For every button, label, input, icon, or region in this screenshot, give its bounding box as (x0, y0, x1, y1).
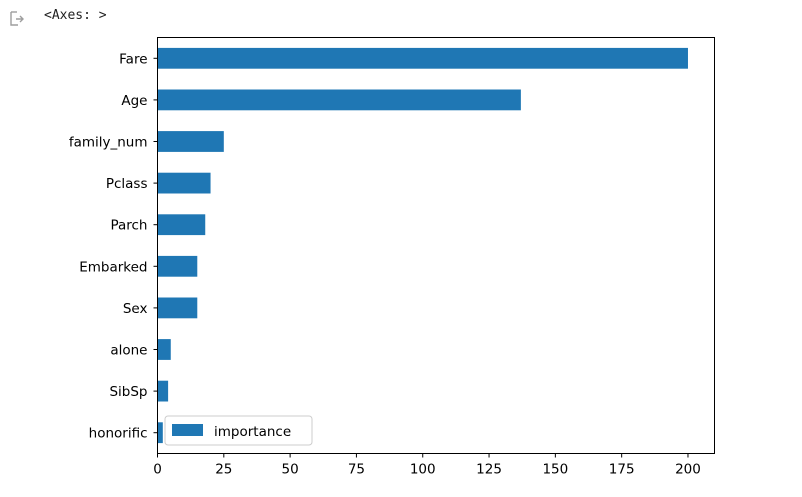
x-tick-label: 50 (282, 462, 299, 478)
bars-layer (157, 47, 688, 444)
x-tick-label: 100 (410, 462, 436, 478)
y-tick-label: Sex (123, 301, 148, 317)
y-tick-label: SibSp (109, 384, 147, 400)
bar-SibSp (157, 380, 169, 402)
y-tick-label: Fare (119, 51, 147, 67)
y-tick-label: Parch (110, 218, 147, 234)
x-tick-label: 200 (675, 462, 701, 478)
y-axis-ticks: honorific SibSp alone Sex Embarked Parch Pclas… (69, 51, 158, 442)
x-tick-label: 125 (476, 462, 502, 478)
bar-Embarked (157, 255, 198, 277)
x-tick-label: 175 (609, 462, 635, 478)
legend-label: importance (214, 424, 291, 440)
bar-family_num (157, 131, 224, 152)
y-tick-label: Age (121, 93, 147, 109)
legend-swatch (172, 424, 203, 436)
output-text: <Axes: > (44, 8, 107, 23)
x-tick-label: 25 (215, 462, 232, 478)
y-tick-label: family_num (69, 135, 148, 151)
x-tick-label: 150 (542, 462, 568, 478)
x-axis-ticks: 0 25 50 75 100 125 150 175 200 (153, 453, 701, 478)
y-tick-label: Embarked (79, 259, 147, 275)
bar-Fare (157, 47, 688, 69)
bar-honorific (157, 422, 163, 444)
bar-Sex (157, 297, 198, 319)
bar-Parch (157, 214, 206, 236)
bar-alone (157, 339, 171, 360)
bar-Age (157, 89, 521, 111)
output-arrow-icon (10, 11, 24, 26)
y-tick-label: alone (110, 343, 147, 359)
legend-box (164, 415, 313, 446)
legend: importance (164, 415, 313, 446)
x-tick-label: 75 (348, 462, 365, 478)
x-tick-label: 0 (153, 462, 162, 478)
y-tick-label: honorific (89, 426, 148, 442)
bar-Pclass (157, 172, 211, 194)
axes-frame (157, 37, 715, 454)
y-tick-label: Pclass (106, 176, 148, 192)
